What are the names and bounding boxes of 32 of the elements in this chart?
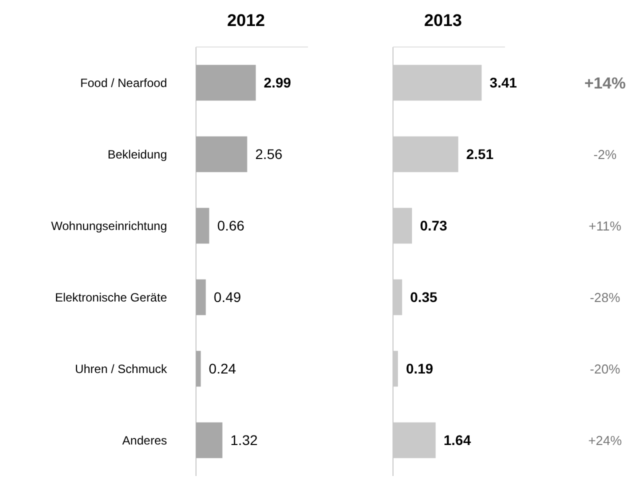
text: -20% [590,361,621,376]
data-label: 2.99 [264,74,292,91]
data-label: 0.66 [217,218,245,234]
data-label: 3.41 [490,74,518,91]
y-tick-label: Food / Nearfood [80,76,167,90]
text: -2% [593,146,617,162]
bar [196,422,222,458]
text: -28% [590,290,621,305]
data-label: 0.73 [420,218,448,234]
y-tick-label: Elektronische Geräte [54,290,168,304]
data-label: 1.32 [230,432,258,448]
text: +14% [584,75,626,92]
bar [196,279,206,316]
bar [196,208,210,244]
y-tick-label: Uhren / Schmuck [74,362,168,376]
chart-title: 2012 [227,11,265,30]
data-label: 1.64 [444,432,472,448]
y-tick-label: Anderes [122,433,167,448]
y-tick-label: Wohnungseinrichtung [51,218,167,233]
chart-title: 2013 [424,11,462,30]
bar [196,64,256,101]
bar [196,350,201,387]
bar [196,136,248,172]
data-label: 2.51 [466,146,494,162]
data-label: 0.19 [406,360,434,377]
data-label: 2.56 [255,146,283,162]
text: +24% [588,432,622,448]
y-tick-label: Bekleidung [108,147,167,162]
data-label: 0.24 [208,360,236,377]
text: +11% [588,218,622,234]
data-label: 0.49 [214,289,242,306]
data-label: 0.35 [410,289,438,306]
